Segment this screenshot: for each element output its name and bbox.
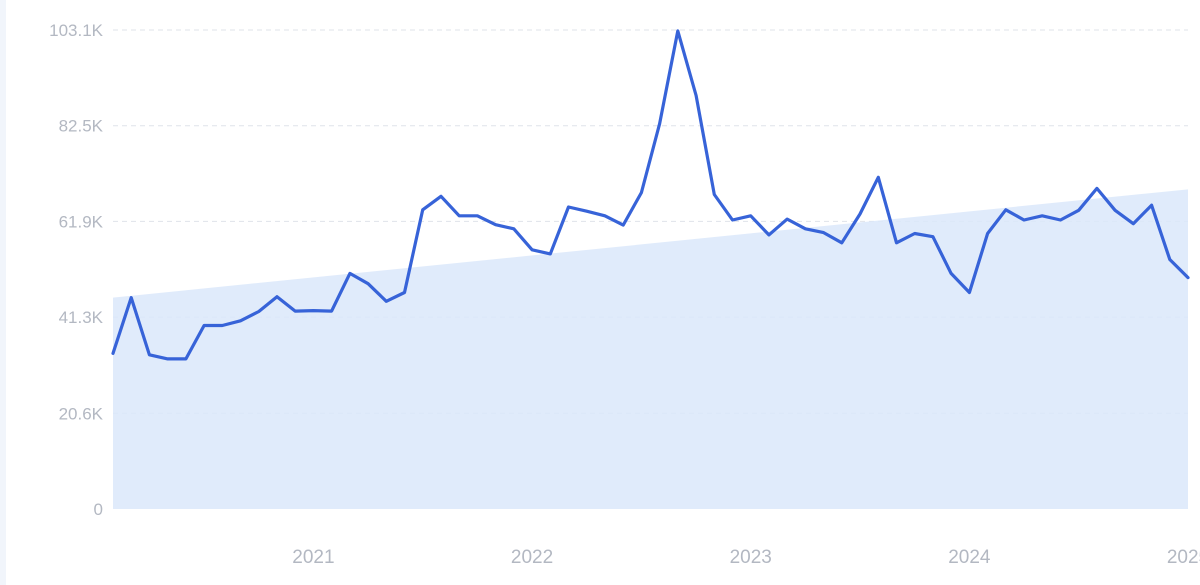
data-point — [421, 208, 425, 212]
data-point — [840, 241, 844, 245]
data-point — [166, 357, 170, 361]
data-point — [895, 241, 899, 245]
data-point — [1186, 276, 1190, 280]
trend-area — [113, 189, 1188, 509]
data-point — [239, 319, 243, 323]
data-point — [858, 212, 862, 216]
data-point — [676, 29, 680, 33]
data-point — [1077, 208, 1081, 212]
x-tick-label: 2022 — [511, 547, 553, 568]
x-tick-label: 2023 — [730, 547, 772, 568]
data-point — [184, 357, 188, 361]
data-point — [512, 227, 516, 231]
series-line — [111, 29, 1190, 361]
data-point — [548, 252, 552, 256]
y-tick-label: 82.5K — [59, 117, 104, 136]
data-point — [731, 218, 735, 222]
data-point — [147, 353, 151, 357]
data-point — [384, 299, 388, 303]
data-point — [530, 248, 534, 252]
data-point — [403, 291, 407, 295]
x-tick-label: 2021 — [292, 547, 334, 568]
data-point — [1040, 214, 1044, 218]
data-point — [202, 324, 206, 328]
data-point — [494, 223, 498, 227]
data-point — [1113, 208, 1117, 212]
data-point — [293, 309, 297, 313]
data-point — [366, 282, 370, 286]
data-point — [330, 309, 334, 313]
data-point — [457, 214, 461, 218]
y-tick-label: 61.9K — [59, 212, 104, 231]
x-tick-label: 2025 — [1167, 547, 1200, 568]
data-point — [931, 235, 935, 239]
data-point — [1059, 218, 1063, 222]
data-point — [1131, 222, 1135, 226]
data-point — [621, 223, 625, 227]
data-point — [439, 194, 443, 198]
data-point — [348, 271, 352, 275]
data-point — [785, 217, 789, 221]
data-point — [986, 232, 990, 236]
data-point — [1004, 208, 1008, 212]
y-tick-label: 41.3K — [59, 308, 104, 327]
y-tick-label: 20.6K — [59, 404, 104, 423]
data-point — [1095, 186, 1099, 190]
y-tick-label: 103.1K — [49, 21, 104, 40]
data-point — [1022, 218, 1026, 222]
data-point — [129, 296, 133, 300]
data-point — [694, 94, 698, 98]
data-point — [585, 209, 589, 213]
data-point — [949, 271, 953, 275]
data-point — [603, 214, 607, 218]
data-point — [712, 193, 716, 197]
data-point — [803, 227, 807, 231]
data-point — [311, 309, 315, 313]
y-tick-label: 0 — [94, 500, 103, 519]
data-point — [822, 231, 826, 235]
y-axis-ticks: 0 20.6K 41.3K 61.9K 82.5K 103.1K — [49, 21, 104, 519]
data-point — [1150, 203, 1154, 207]
data-point — [767, 233, 771, 237]
data-point — [913, 232, 917, 236]
data-point — [639, 191, 643, 195]
data-point — [876, 175, 880, 179]
data-point — [111, 351, 115, 355]
data-point — [475, 214, 479, 218]
data-point — [220, 324, 224, 328]
x-tick-label: 2024 — [948, 547, 991, 568]
data-point — [658, 122, 662, 126]
data-point — [275, 295, 279, 299]
data-point — [567, 205, 571, 209]
left-edge-strip — [0, 0, 6, 585]
data-point — [749, 214, 753, 218]
data-point — [1168, 258, 1172, 262]
data-point — [257, 310, 261, 314]
x-axis-ticks: 2021 2022 2023 2024 2025 — [292, 547, 1200, 568]
data-point — [967, 291, 971, 295]
